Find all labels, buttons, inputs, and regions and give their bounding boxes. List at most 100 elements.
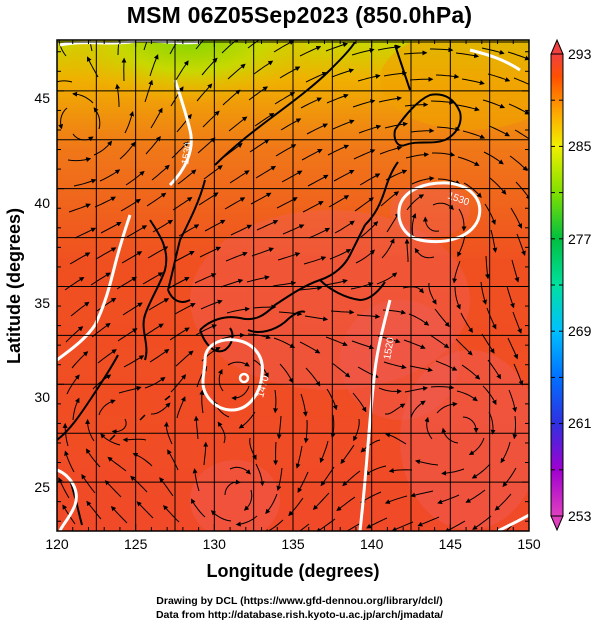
streamline-arrow bbox=[272, 280, 297, 287]
streamline-arrow bbox=[437, 494, 460, 505]
streamline-arrow bbox=[192, 468, 200, 492]
streamline-arrow bbox=[381, 238, 395, 259]
streamline-arrow bbox=[111, 418, 127, 435]
streamline-arrow bbox=[143, 40, 148, 51]
streamline-arrow bbox=[200, 299, 223, 310]
streamline-arrow bbox=[508, 103, 529, 115]
streamline-arrow bbox=[136, 501, 154, 519]
streamline-arrow bbox=[151, 164, 170, 181]
streamline-arrow bbox=[176, 396, 186, 419]
streamline-arrow bbox=[304, 315, 329, 322]
streamline-arrow bbox=[100, 433, 121, 446]
streamline-arrow bbox=[434, 308, 450, 328]
streamline-arrow bbox=[300, 393, 308, 417]
streamline-arrow bbox=[238, 411, 256, 429]
credit-line-drawing: Drawing by DCL (https://www.gfd-dennou.o… bbox=[156, 595, 443, 607]
streamline-arrow bbox=[224, 197, 246, 210]
streamline-arrow bbox=[146, 192, 167, 207]
streamline-arrow bbox=[331, 362, 351, 378]
streamline-arrow bbox=[98, 399, 116, 416]
colorbar-tick-label: 269 bbox=[568, 323, 592, 339]
colorbar-tick-label: 277 bbox=[568, 231, 592, 247]
x-tick-label: 135 bbox=[281, 536, 305, 552]
streamline-arrow bbox=[67, 157, 92, 163]
streamline-arrow bbox=[299, 341, 321, 354]
streamline-arrow bbox=[490, 229, 498, 253]
streamline-arrow bbox=[226, 306, 250, 314]
streamline-arrow bbox=[177, 169, 197, 185]
coastlines bbox=[57, 41, 462, 526]
streamline-arrow bbox=[452, 260, 461, 284]
streamline-arrow bbox=[142, 272, 164, 285]
streamline-arrow bbox=[329, 249, 352, 260]
streamline-arrow bbox=[460, 312, 473, 334]
streamline-arrow bbox=[351, 47, 375, 56]
streamline-arrow bbox=[462, 416, 479, 433]
streamline-arrow bbox=[457, 234, 466, 258]
streamline-arrow bbox=[455, 338, 473, 356]
streamline-arrow bbox=[115, 83, 121, 107]
x-tick-label: 145 bbox=[439, 536, 463, 552]
x-tick-label: 130 bbox=[203, 536, 227, 552]
streamline-arrow bbox=[150, 107, 163, 129]
contour-label-1: 1530 bbox=[180, 141, 195, 165]
streamline-arrow bbox=[172, 197, 193, 211]
streamline-arrow bbox=[72, 91, 94, 104]
streamline-arrow bbox=[193, 415, 199, 440]
streamline-arrow bbox=[435, 360, 458, 371]
streamline-arrow bbox=[299, 45, 322, 57]
streamline-arrow bbox=[246, 275, 270, 283]
streamline-arrow bbox=[229, 466, 251, 475]
streamline-arrow bbox=[70, 301, 90, 317]
streamline-arrow bbox=[91, 322, 111, 338]
streamline-arrow bbox=[484, 203, 496, 225]
streamline-arrow bbox=[455, 52, 480, 59]
streamline-arrow bbox=[383, 70, 408, 77]
streamline-arrow bbox=[132, 452, 153, 467]
streamline-arrow bbox=[278, 311, 303, 317]
grid-lines bbox=[56, 40, 530, 531]
streamline-arrow bbox=[325, 336, 348, 347]
streamline-arrow bbox=[276, 197, 298, 209]
streamline-arrow bbox=[319, 440, 329, 464]
streamline-arrow bbox=[513, 77, 529, 85]
streamline-arrow bbox=[424, 416, 433, 440]
streamline-arrow bbox=[366, 517, 388, 529]
streamline-arrow bbox=[305, 71, 328, 83]
streamline-arrow bbox=[411, 213, 417, 237]
streamline-arrow bbox=[64, 450, 75, 473]
streamline-arrow bbox=[104, 480, 122, 498]
streamline-arrow bbox=[468, 437, 485, 456]
streamline-arrow bbox=[454, 286, 461, 310]
streamline-arrow bbox=[502, 467, 517, 488]
streamline-arrow bbox=[430, 384, 455, 390]
streamline-arrow bbox=[378, 96, 402, 103]
streamline-arrow bbox=[190, 498, 206, 518]
streamline-arrow bbox=[174, 303, 196, 315]
temperature-field bbox=[57, 40, 529, 531]
streamline-arrow bbox=[170, 86, 184, 107]
streamline-arrow bbox=[406, 194, 425, 211]
streamline-arrow bbox=[279, 363, 294, 384]
streamline-arrow bbox=[509, 155, 528, 172]
streamline-arrow bbox=[303, 256, 327, 265]
streamline-arrow bbox=[330, 309, 355, 315]
streamline-arrow bbox=[510, 207, 523, 229]
streamline-arrow bbox=[122, 302, 143, 316]
contour-label-4: 1520 bbox=[382, 336, 397, 360]
streamline-arrow bbox=[277, 252, 301, 261]
streamline-arrow bbox=[472, 515, 492, 530]
streamline-arrow bbox=[331, 68, 355, 78]
map-title: MSM 06Z05Sep2023 (850.0hPa) bbox=[126, 2, 473, 28]
streamline-arrow bbox=[360, 439, 381, 453]
streamline-arrow bbox=[508, 389, 518, 413]
streamline-arrow bbox=[384, 121, 408, 129]
streamline-arrow bbox=[500, 441, 511, 464]
streamline-arrow bbox=[68, 203, 91, 213]
streamline-arrow bbox=[483, 151, 504, 165]
streamline-arrow bbox=[404, 386, 428, 393]
streamline-arrow bbox=[196, 83, 213, 102]
streamline-arrow bbox=[488, 411, 496, 435]
streamline-arrow bbox=[357, 73, 381, 82]
